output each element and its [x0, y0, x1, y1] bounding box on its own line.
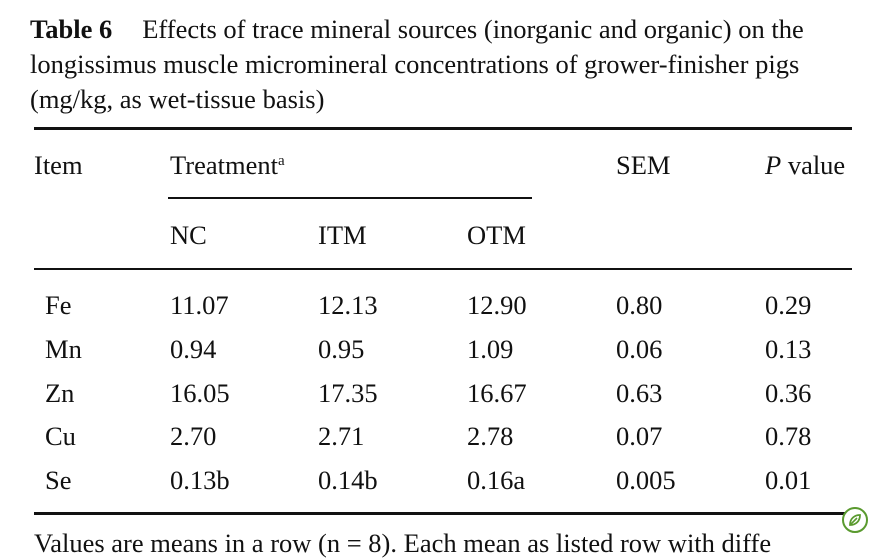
cell-otm: 0.16a — [467, 465, 526, 495]
header-nc: NC — [170, 220, 207, 250]
cell-itm: 17.35 — [318, 378, 378, 408]
header-p-rest: value — [781, 150, 846, 180]
bottom-rule — [34, 512, 852, 515]
header-itm: ITM — [318, 220, 367, 250]
header-treatment-footnote-mark: a — [277, 153, 285, 169]
header-item: Item — [34, 150, 83, 180]
cell-p: 0.78 — [765, 421, 812, 451]
cell-nc: 2.70 — [170, 421, 217, 451]
cell-p: 0.29 — [765, 290, 812, 320]
cell-sem: 0.80 — [616, 290, 663, 320]
header-sem: SEM — [616, 150, 671, 180]
header-otm: OTM — [467, 220, 526, 250]
cell-sem: 0.005 — [616, 465, 676, 495]
top-rule — [34, 127, 852, 130]
leaf-icon — [849, 514, 861, 526]
cell-itm: 2.71 — [318, 421, 365, 451]
treatment-subrule — [168, 197, 532, 199]
leaf-badge-icon[interactable] — [842, 507, 868, 533]
cell-item: Zn — [45, 378, 75, 408]
header-rule — [34, 268, 852, 270]
cell-nc: 0.13b — [170, 465, 230, 495]
cell-nc: 11.07 — [170, 290, 229, 320]
cell-otm: 2.78 — [467, 421, 514, 451]
cell-itm: 0.95 — [318, 334, 365, 364]
cell-otm: 16.67 — [467, 378, 527, 408]
cell-sem: 0.07 — [616, 421, 663, 451]
caption-text: Effects of trace mineral sources (inorga… — [30, 14, 804, 114]
header-treatment: Treatmenta — [170, 150, 285, 180]
cell-itm: 0.14b — [318, 465, 378, 495]
cell-nc: 0.94 — [170, 334, 217, 364]
cell-item: Mn — [45, 334, 82, 364]
cell-p: 0.36 — [765, 378, 812, 408]
cell-nc: 16.05 — [170, 378, 230, 408]
cell-p: 0.01 — [765, 465, 812, 495]
cell-sem: 0.63 — [616, 378, 663, 408]
cell-itm: 12.13 — [318, 290, 378, 320]
header-p-value: P value — [765, 150, 845, 180]
table-footnote: Values are means in a row (n = 8). Each … — [34, 528, 772, 558]
table-label: Table 6 — [30, 14, 113, 44]
table-caption: Table 6 Effects of trace mineral sources … — [30, 12, 860, 117]
cell-item: Cu — [45, 421, 76, 451]
header-p-italic: P — [765, 150, 782, 180]
cell-sem: 0.06 — [616, 334, 663, 364]
cell-otm: 1.09 — [467, 334, 514, 364]
header-treatment-label: Treatment — [170, 150, 278, 180]
cell-p: 0.13 — [765, 334, 812, 364]
cell-otm: 12.90 — [467, 290, 527, 320]
cell-item: Fe — [45, 290, 72, 320]
cell-item: Se — [45, 465, 72, 495]
